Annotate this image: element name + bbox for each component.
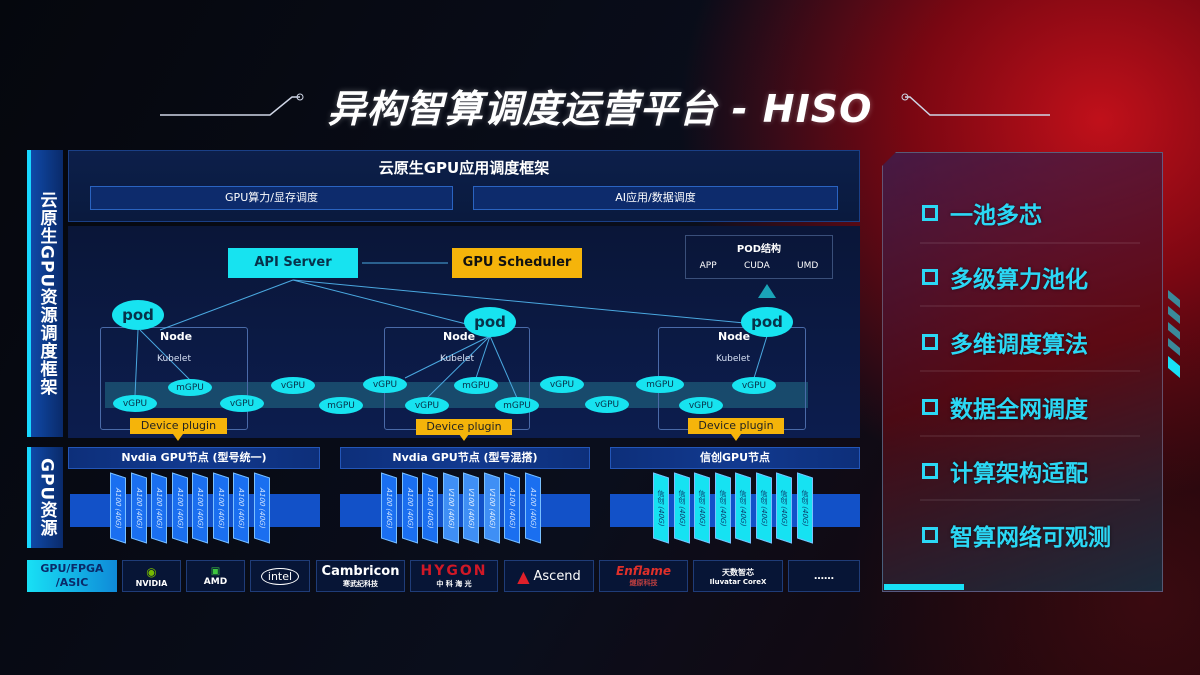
gpu-ellipse: vGPU — [113, 395, 157, 412]
gpu-ellipse: mGPU — [454, 377, 498, 394]
vendor-logo-hygon: HYGON 中 科 海 光 — [410, 560, 498, 592]
feature-item: 多级算力池化 — [922, 260, 1088, 294]
gpu-node-header-2: Nvdia GPU节点 (型号混搭) — [340, 447, 590, 469]
kubelet-label-3: Kubelet — [716, 354, 750, 364]
checkbox-icon — [922, 463, 938, 479]
feature-item: 一池多芯 — [922, 196, 1042, 230]
pod-3: pod — [741, 307, 793, 337]
gpu-ellipse: vGPU — [220, 395, 264, 412]
device-plugin-1: Device plugin — [130, 418, 227, 434]
gpu-ellipse: mGPU — [319, 397, 363, 414]
gpu-ellipse: mGPU — [636, 376, 684, 393]
vendor-logo-amd: ▣ AMD — [186, 560, 245, 592]
gpu-ellipse: mGPU — [495, 397, 539, 414]
gpu-ellipse: vGPU — [732, 377, 776, 394]
gpu-ellipse: vGPU — [585, 396, 629, 413]
framework-title: 云原生GPU应用调度框架 — [378, 159, 550, 177]
ascend-a-icon: ▲ — [517, 566, 530, 586]
nvidia-eye-icon: ◉ — [146, 564, 157, 579]
resources-side-label: GPU资源 — [27, 447, 63, 548]
node-label-3: Node — [718, 330, 751, 343]
pod-structure-title: POD结构 — [736, 244, 782, 255]
pod-2: pod — [464, 307, 516, 337]
checkbox-icon — [922, 527, 938, 543]
amd-chip-icon: ▣ — [210, 565, 221, 577]
checkbox-icon — [922, 269, 938, 285]
gpu-scheduler-box: GPU Scheduler — [452, 248, 582, 278]
pod-item-app: APP — [699, 261, 717, 271]
vendor-logo-cambricon: Cambricon 寒武纪科技 — [316, 560, 405, 592]
feature-item: 多维调度算法 — [922, 325, 1088, 359]
gpu-ellipse: vGPU — [405, 397, 449, 414]
device-plugin-3: Device plugin — [688, 418, 784, 434]
gpu-ellipse: vGPU — [271, 377, 315, 394]
vendor-logo-ascend: ▲ Ascend — [504, 560, 594, 592]
gpu-node-header-1: Nvdia GPU节点 (型号统一) — [68, 447, 320, 469]
gpu-ellipse: vGPU — [679, 397, 723, 414]
gpu-ellipse: mGPU — [168, 379, 212, 396]
feature-item: 数据全网调度 — [922, 390, 1088, 424]
vendor-logo-iluvatar: 天数智芯 Iluvatar CoreX — [693, 560, 783, 592]
feature-item: 智算网络可观测 — [922, 518, 1111, 552]
node-label-1: Node — [160, 330, 193, 343]
features-panel — [882, 152, 1163, 592]
feature-item: 计算架构适配 — [922, 454, 1088, 488]
vendor-logo-more: …… — [788, 560, 860, 592]
vendor-logo-enflame: Enflame 燧原科技 — [599, 560, 688, 592]
kubelet-label-1: Kubelet — [157, 354, 191, 364]
framework-side-label: 云原生GPU资源调度框架 — [27, 150, 63, 437]
gpu-ellipse: vGPU — [540, 376, 584, 393]
kubelet-label-2: Kubelet — [440, 354, 474, 364]
checkbox-icon — [922, 205, 938, 221]
gpu-compute-scheduling: GPU算力/显存调度 — [90, 186, 453, 210]
page-title: 异构智算调度运营平台 - HISO — [327, 87, 873, 131]
pod-item-umd: UMD — [797, 261, 819, 271]
api-server-box: API Server — [228, 248, 358, 278]
vendor-logo-nvidia: ◉ NVIDIA — [122, 560, 181, 592]
pod-1: pod — [112, 300, 164, 330]
pod-structure-box: POD结构 APP CUDA UMD — [685, 235, 833, 279]
checkbox-icon — [922, 399, 938, 415]
vendor-category-label: GPU/FPGA /ASIC — [27, 560, 117, 592]
node-label-2: Node — [443, 330, 476, 343]
pod-item-cuda: CUDA — [743, 261, 770, 271]
gpu-ellipse: vGPU — [363, 376, 407, 393]
vendor-logo-intel: intel — [250, 560, 310, 592]
device-plugin-2: Device plugin — [416, 419, 512, 435]
checkbox-icon — [922, 334, 938, 350]
ai-data-scheduling: AI应用/数据调度 — [473, 186, 838, 210]
gpu-node-header-3: 信创GPU节点 — [610, 447, 860, 469]
